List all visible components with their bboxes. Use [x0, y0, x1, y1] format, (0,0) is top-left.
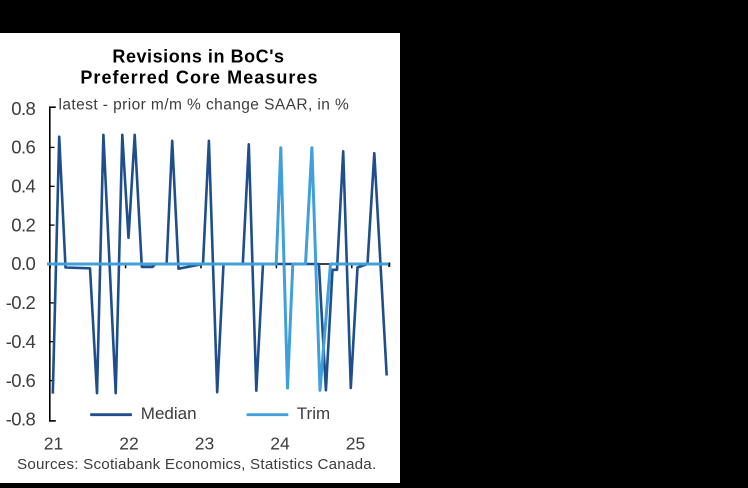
svg-text:0.2: 0.2	[11, 214, 35, 235]
svg-text:Trim: Trim	[297, 404, 330, 423]
svg-text:-0.2: -0.2	[6, 292, 36, 313]
svg-text:0.8: 0.8	[11, 98, 35, 119]
svg-text:Sources: Scotiabank Economics,: Sources: Scotiabank Economics, Statistic…	[17, 456, 376, 473]
svg-text:0.4: 0.4	[11, 176, 35, 197]
svg-text:Median: Median	[141, 404, 197, 423]
svg-text:25: 25	[346, 434, 365, 454]
svg-text:0.0: 0.0	[11, 253, 35, 274]
svg-text:-0.4: -0.4	[6, 331, 36, 352]
svg-text:21: 21	[44, 434, 63, 454]
svg-text:Revisions in BoC's: Revisions in BoC's	[112, 47, 284, 67]
svg-text:24: 24	[270, 434, 290, 454]
svg-text:-0.8: -0.8	[6, 409, 36, 430]
svg-text:Preferred Core Measures: Preferred Core Measures	[80, 68, 318, 88]
svg-text:23: 23	[195, 434, 214, 454]
svg-text:-0.6: -0.6	[6, 370, 36, 391]
svg-text:22: 22	[119, 434, 138, 454]
svg-text:latest - prior m/m % change SA: latest - prior m/m % change SAAR, in %	[59, 97, 350, 114]
svg-text:0.6: 0.6	[11, 137, 35, 158]
